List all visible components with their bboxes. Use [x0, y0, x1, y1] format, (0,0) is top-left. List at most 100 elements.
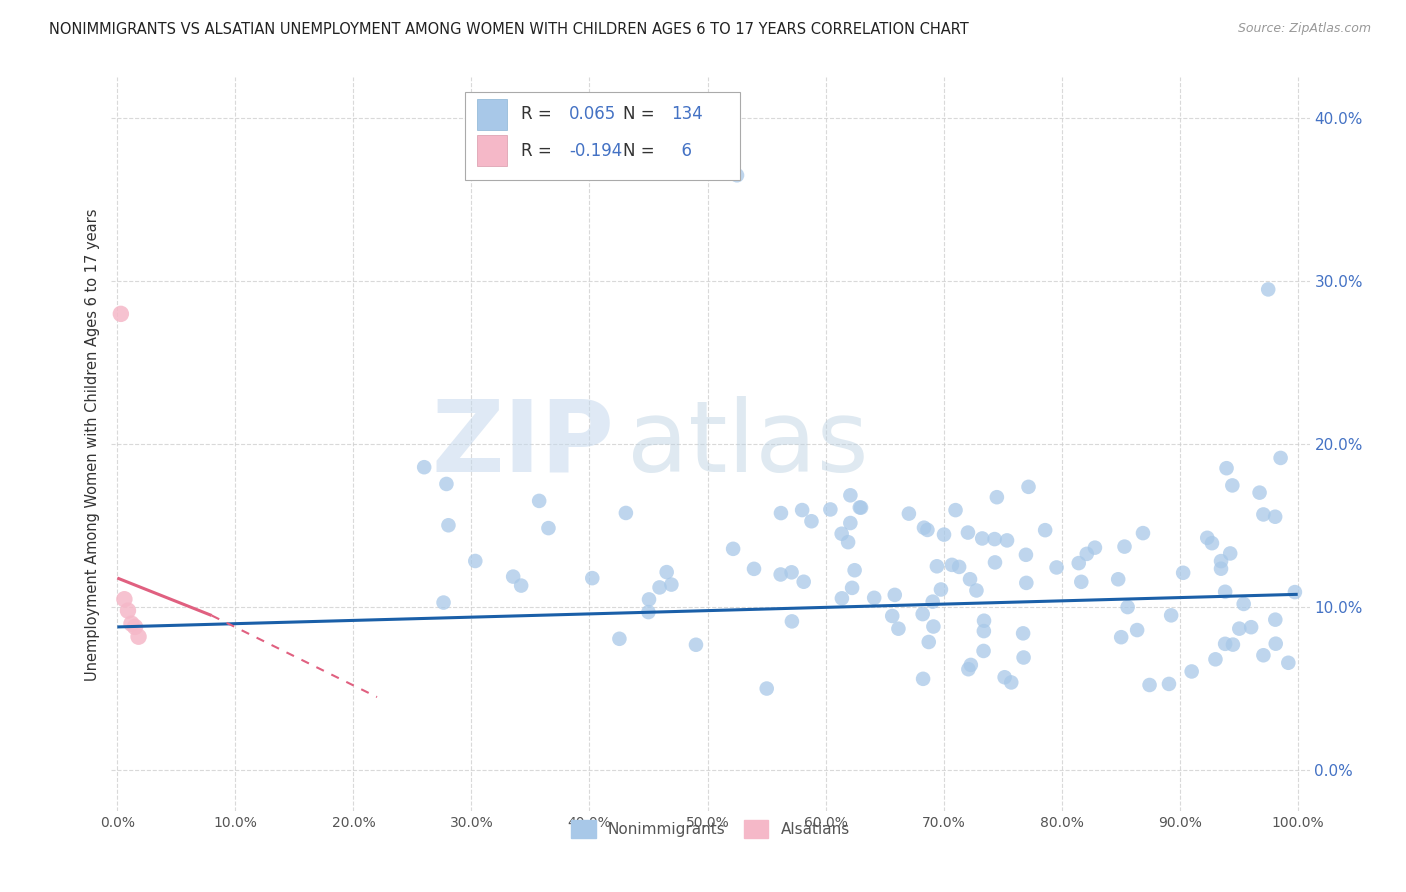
Point [844, 563, 866, 577]
Point [124, 620, 146, 634]
Point [655, 565, 678, 579]
Point [1270, 450, 1292, 465]
Text: 134: 134 [671, 105, 703, 123]
Text: atlas: atlas [627, 396, 869, 492]
Y-axis label: Unemployment Among Women with Children Ages 6 to 17 years: Unemployment Among Women with Children A… [86, 208, 100, 681]
Point [1181, 665, 1204, 679]
Point [1222, 638, 1244, 652]
Point [925, 559, 948, 574]
Point [959, 657, 981, 672]
Point [1157, 677, 1180, 691]
Point [831, 526, 853, 541]
Point [725, 168, 748, 182]
Point [1139, 678, 1161, 692]
Point [755, 681, 778, 696]
Point [1253, 508, 1275, 522]
FancyBboxPatch shape [465, 92, 741, 180]
Point [1000, 675, 1022, 690]
Point [1209, 562, 1232, 576]
Point [437, 518, 460, 533]
Point [1109, 630, 1132, 644]
Point [1213, 584, 1236, 599]
Point [661, 577, 683, 591]
Text: Source: ZipAtlas.com: Source: ZipAtlas.com [1237, 22, 1371, 36]
Point [1114, 540, 1136, 554]
Point [932, 527, 955, 541]
Point [1253, 648, 1275, 663]
Point [849, 500, 872, 515]
Point [1116, 600, 1139, 615]
Point [918, 635, 941, 649]
Point [638, 592, 661, 607]
Point [948, 560, 970, 574]
Point [1076, 547, 1098, 561]
Point [820, 502, 842, 516]
Text: NONIMMIGRANTS VS ALSATIAN UNEMPLOYMENT AMONG WOMEN WITH CHILDREN AGES 6 TO 17 YE: NONIMMIGRANTS VS ALSATIAN UNEMPLOYMENT A… [49, 22, 969, 37]
Point [637, 605, 659, 619]
Point [1012, 626, 1035, 640]
Point [882, 609, 904, 624]
Point [929, 582, 952, 597]
Point [883, 588, 905, 602]
Point [464, 554, 486, 568]
Point [128, 630, 150, 644]
Point [912, 672, 935, 686]
Point [917, 523, 939, 537]
FancyBboxPatch shape [477, 136, 506, 166]
Point [837, 535, 859, 549]
Point [1264, 637, 1286, 651]
FancyBboxPatch shape [477, 99, 506, 129]
Point [994, 670, 1017, 684]
Point [863, 591, 886, 605]
Point [959, 572, 981, 586]
Point [984, 555, 1007, 569]
Point [614, 506, 637, 520]
Point [941, 558, 963, 572]
Point [983, 532, 1005, 546]
Point [1264, 613, 1286, 627]
Point [793, 574, 815, 589]
Point [1067, 556, 1090, 570]
Point [973, 614, 995, 628]
Point [1284, 585, 1306, 599]
Point [972, 532, 994, 546]
Point [887, 622, 910, 636]
Point [1033, 523, 1056, 537]
Legend: Nonimmigrants, Alsatians: Nonimmigrants, Alsatians [565, 814, 856, 844]
Point [1197, 531, 1219, 545]
Point [921, 595, 943, 609]
Point [1171, 566, 1194, 580]
Point [769, 567, 792, 582]
Point [849, 500, 872, 515]
Point [1257, 282, 1279, 296]
Text: N =: N = [623, 142, 659, 160]
Point [436, 477, 458, 491]
Point [1132, 526, 1154, 541]
Point [685, 638, 707, 652]
Point [957, 662, 980, 676]
Point [792, 503, 814, 517]
Point [502, 569, 524, 583]
Point [121, 616, 143, 631]
Point [780, 566, 803, 580]
Point [1213, 637, 1236, 651]
Point [1264, 509, 1286, 524]
Point [1015, 548, 1038, 562]
Point [956, 525, 979, 540]
Point [1126, 623, 1149, 637]
Point [648, 581, 671, 595]
Point [912, 521, 935, 535]
Point [1160, 608, 1182, 623]
Point [897, 507, 920, 521]
Point [510, 578, 533, 592]
Point [1219, 546, 1241, 560]
Point [1249, 485, 1271, 500]
Text: R =: R = [522, 142, 557, 160]
Point [1107, 572, 1129, 586]
Point [1012, 650, 1035, 665]
Point [1240, 620, 1263, 634]
Point [721, 541, 744, 556]
Point [117, 604, 139, 618]
Point [995, 533, 1018, 548]
Point [1215, 461, 1237, 475]
